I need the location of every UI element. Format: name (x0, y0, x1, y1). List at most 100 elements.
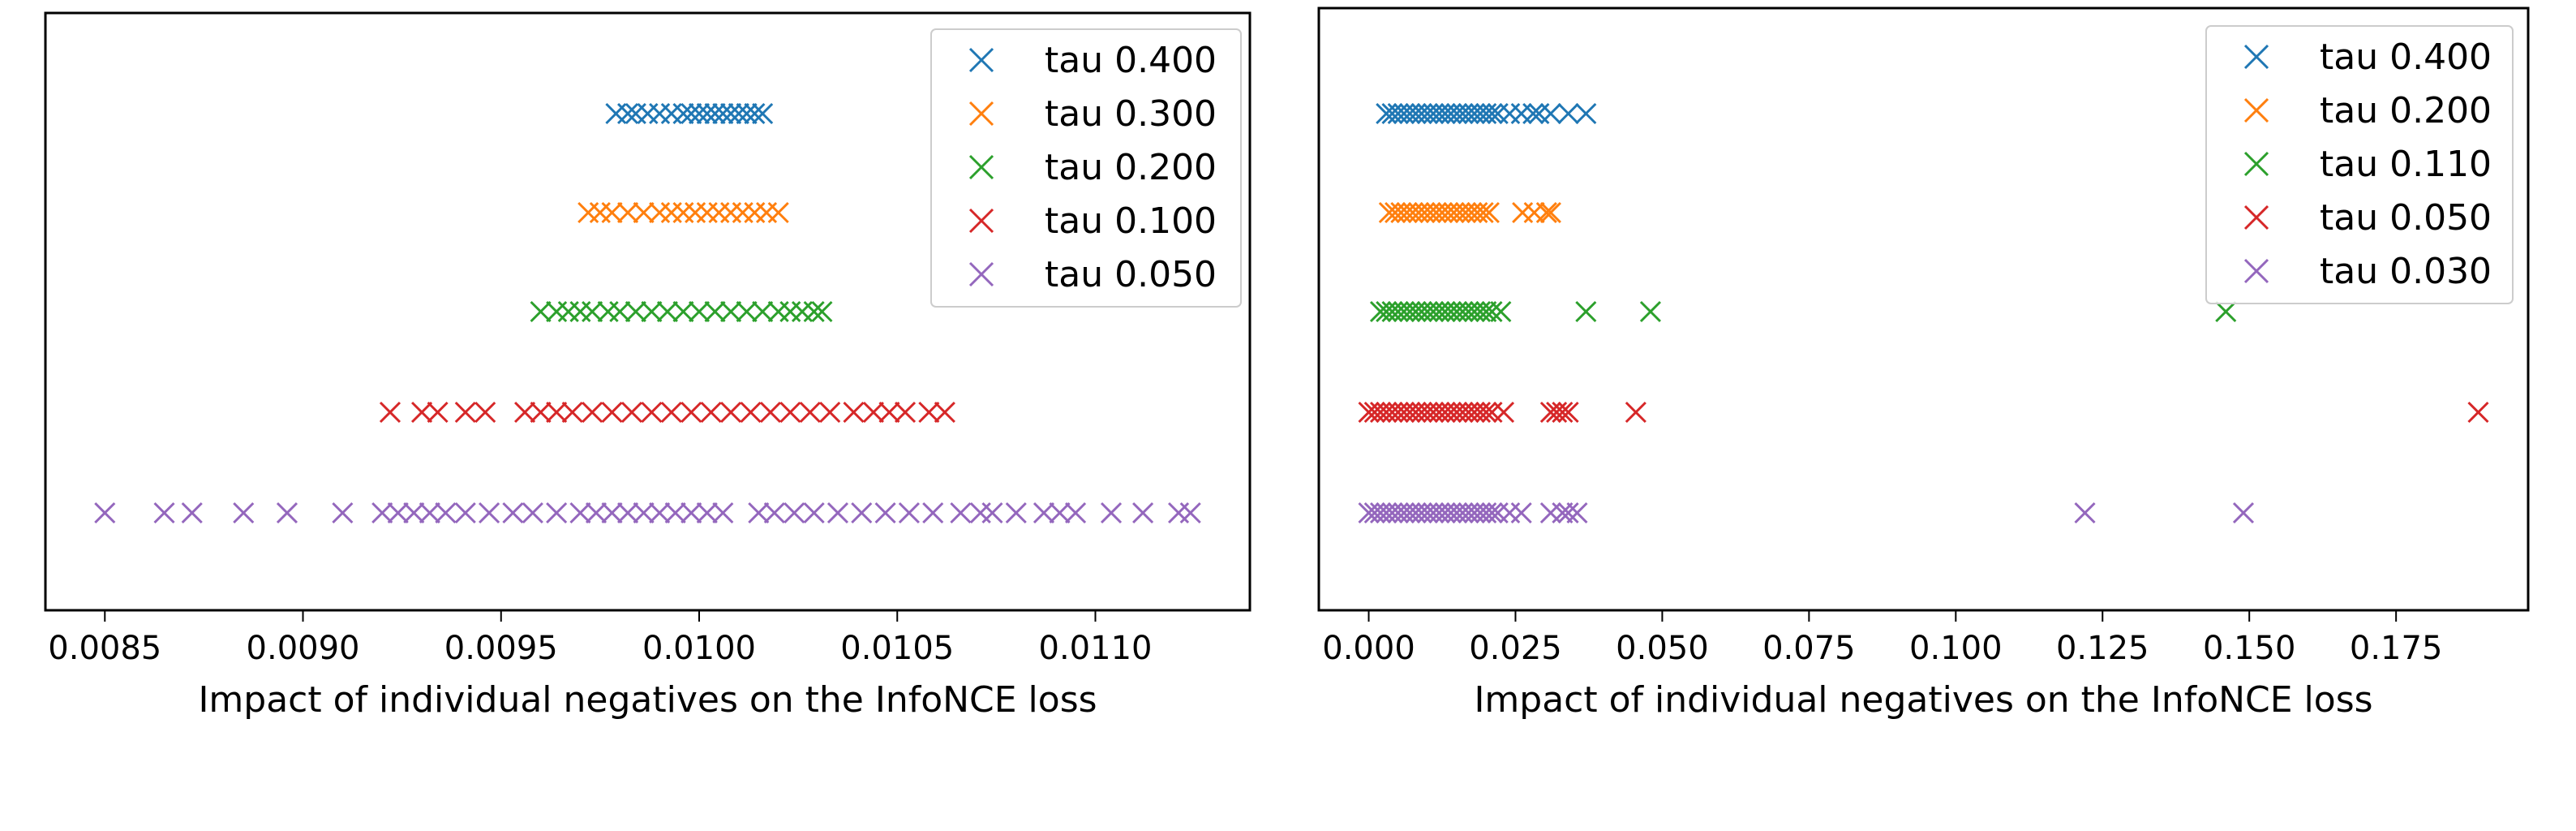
data-point (546, 401, 568, 424)
data-point (755, 201, 778, 224)
data-point (696, 201, 718, 224)
data-point (811, 300, 833, 323)
data-point (688, 102, 711, 125)
data-point (688, 300, 711, 323)
data-point (474, 401, 496, 424)
data-point (708, 201, 730, 224)
data-points (94, 102, 1201, 524)
data-point (371, 502, 393, 524)
data-point (557, 300, 579, 323)
data-point (1049, 502, 1071, 524)
data-point (759, 401, 781, 424)
data-point (736, 300, 758, 323)
data-point (181, 502, 203, 524)
data-point (633, 201, 655, 224)
data-point (969, 502, 991, 524)
x-axis-label: Impact of individual negatives on the In… (1474, 679, 2372, 721)
data-point (411, 401, 433, 424)
data-point (649, 502, 671, 524)
data-point (791, 300, 814, 323)
data-point (1557, 102, 1579, 125)
data-point (700, 401, 722, 424)
data-point (2215, 300, 2237, 323)
data-point (1510, 102, 1532, 125)
data-point (660, 102, 682, 125)
x-tick-label: 0.0110 (1039, 630, 1153, 667)
data-point (454, 401, 476, 424)
data-point (2467, 401, 2489, 424)
series-0 (605, 102, 774, 125)
data-point (1490, 300, 1512, 323)
data-point (740, 401, 762, 424)
legend-marker (2243, 205, 2269, 230)
data-point (620, 401, 643, 424)
data-point (704, 102, 726, 125)
x-tick-label: 0.050 (1616, 630, 1709, 667)
legend-label: tau 0.050 (2320, 197, 2492, 239)
legend-frame (2205, 25, 2514, 304)
x-tick-label: 0.0085 (48, 630, 161, 667)
data-point (744, 201, 766, 224)
data-point (1481, 502, 1503, 524)
data-point (784, 502, 805, 524)
right-scatter-chart: 0.000 0.025 0.050 0.075 0.100 0.125 0.150 0.175… (1317, 6, 2530, 721)
data-point (799, 401, 821, 424)
data-points (1358, 102, 2489, 524)
legend-item: tau 0.100 (968, 200, 1217, 242)
data-point (625, 300, 646, 323)
data-point (767, 201, 789, 224)
legend-label: tau 0.110 (2320, 144, 2492, 185)
data-point (427, 401, 449, 424)
data-point (712, 102, 734, 125)
data-point (696, 502, 718, 524)
data-point (1522, 102, 1544, 125)
data-point (656, 300, 678, 323)
data-point (1535, 201, 1557, 224)
data-point (617, 502, 639, 524)
data-point (664, 502, 686, 524)
data-point (744, 102, 766, 125)
data-point (720, 102, 742, 125)
data-point (720, 401, 742, 424)
data-point (609, 300, 631, 323)
data-point (672, 102, 694, 125)
data-point (387, 502, 409, 524)
legend-label: tau 0.400 (1045, 40, 1217, 81)
x-tick-label: 0.075 (1762, 630, 1856, 667)
data-point (862, 401, 884, 424)
data-point (1492, 401, 1515, 424)
data-point (1639, 300, 1661, 323)
data-point (1510, 502, 1532, 524)
data-point (1557, 401, 1579, 424)
data-point (803, 502, 825, 524)
data-point (605, 102, 627, 125)
plot-frame (1317, 6, 2530, 612)
data-point (2074, 502, 2096, 524)
data-point (1539, 201, 1561, 224)
legend-marker (968, 208, 994, 234)
x-tick-label: 0.125 (2056, 630, 2149, 667)
data-point (748, 502, 770, 524)
data-point (1566, 502, 1588, 524)
data-point (1475, 401, 1497, 424)
data-point (763, 502, 785, 524)
legend-label: tau 0.400 (2320, 37, 2492, 78)
left-scatter-chart: 0.0085 0.0090 0.0095 0.0100 0.0105 0.0110 Impa… (44, 11, 1252, 721)
plot-frame (44, 11, 1252, 612)
legend-marker (968, 47, 994, 73)
data-point (379, 401, 401, 424)
data-point (1539, 502, 1561, 524)
data-point (1539, 102, 1561, 125)
data-point (1552, 401, 1574, 424)
data-point (1499, 102, 1521, 125)
data-point (680, 401, 702, 424)
data-point (728, 102, 749, 125)
x-tick-label: 0.0095 (444, 630, 558, 667)
series-3 (379, 401, 955, 424)
legend-item: tau 0.050 (2243, 197, 2492, 239)
data-point (672, 201, 694, 224)
data-point (582, 300, 603, 323)
data-point (732, 201, 753, 224)
x-tick-label: 0.000 (1322, 630, 1415, 667)
data-point (779, 401, 801, 424)
